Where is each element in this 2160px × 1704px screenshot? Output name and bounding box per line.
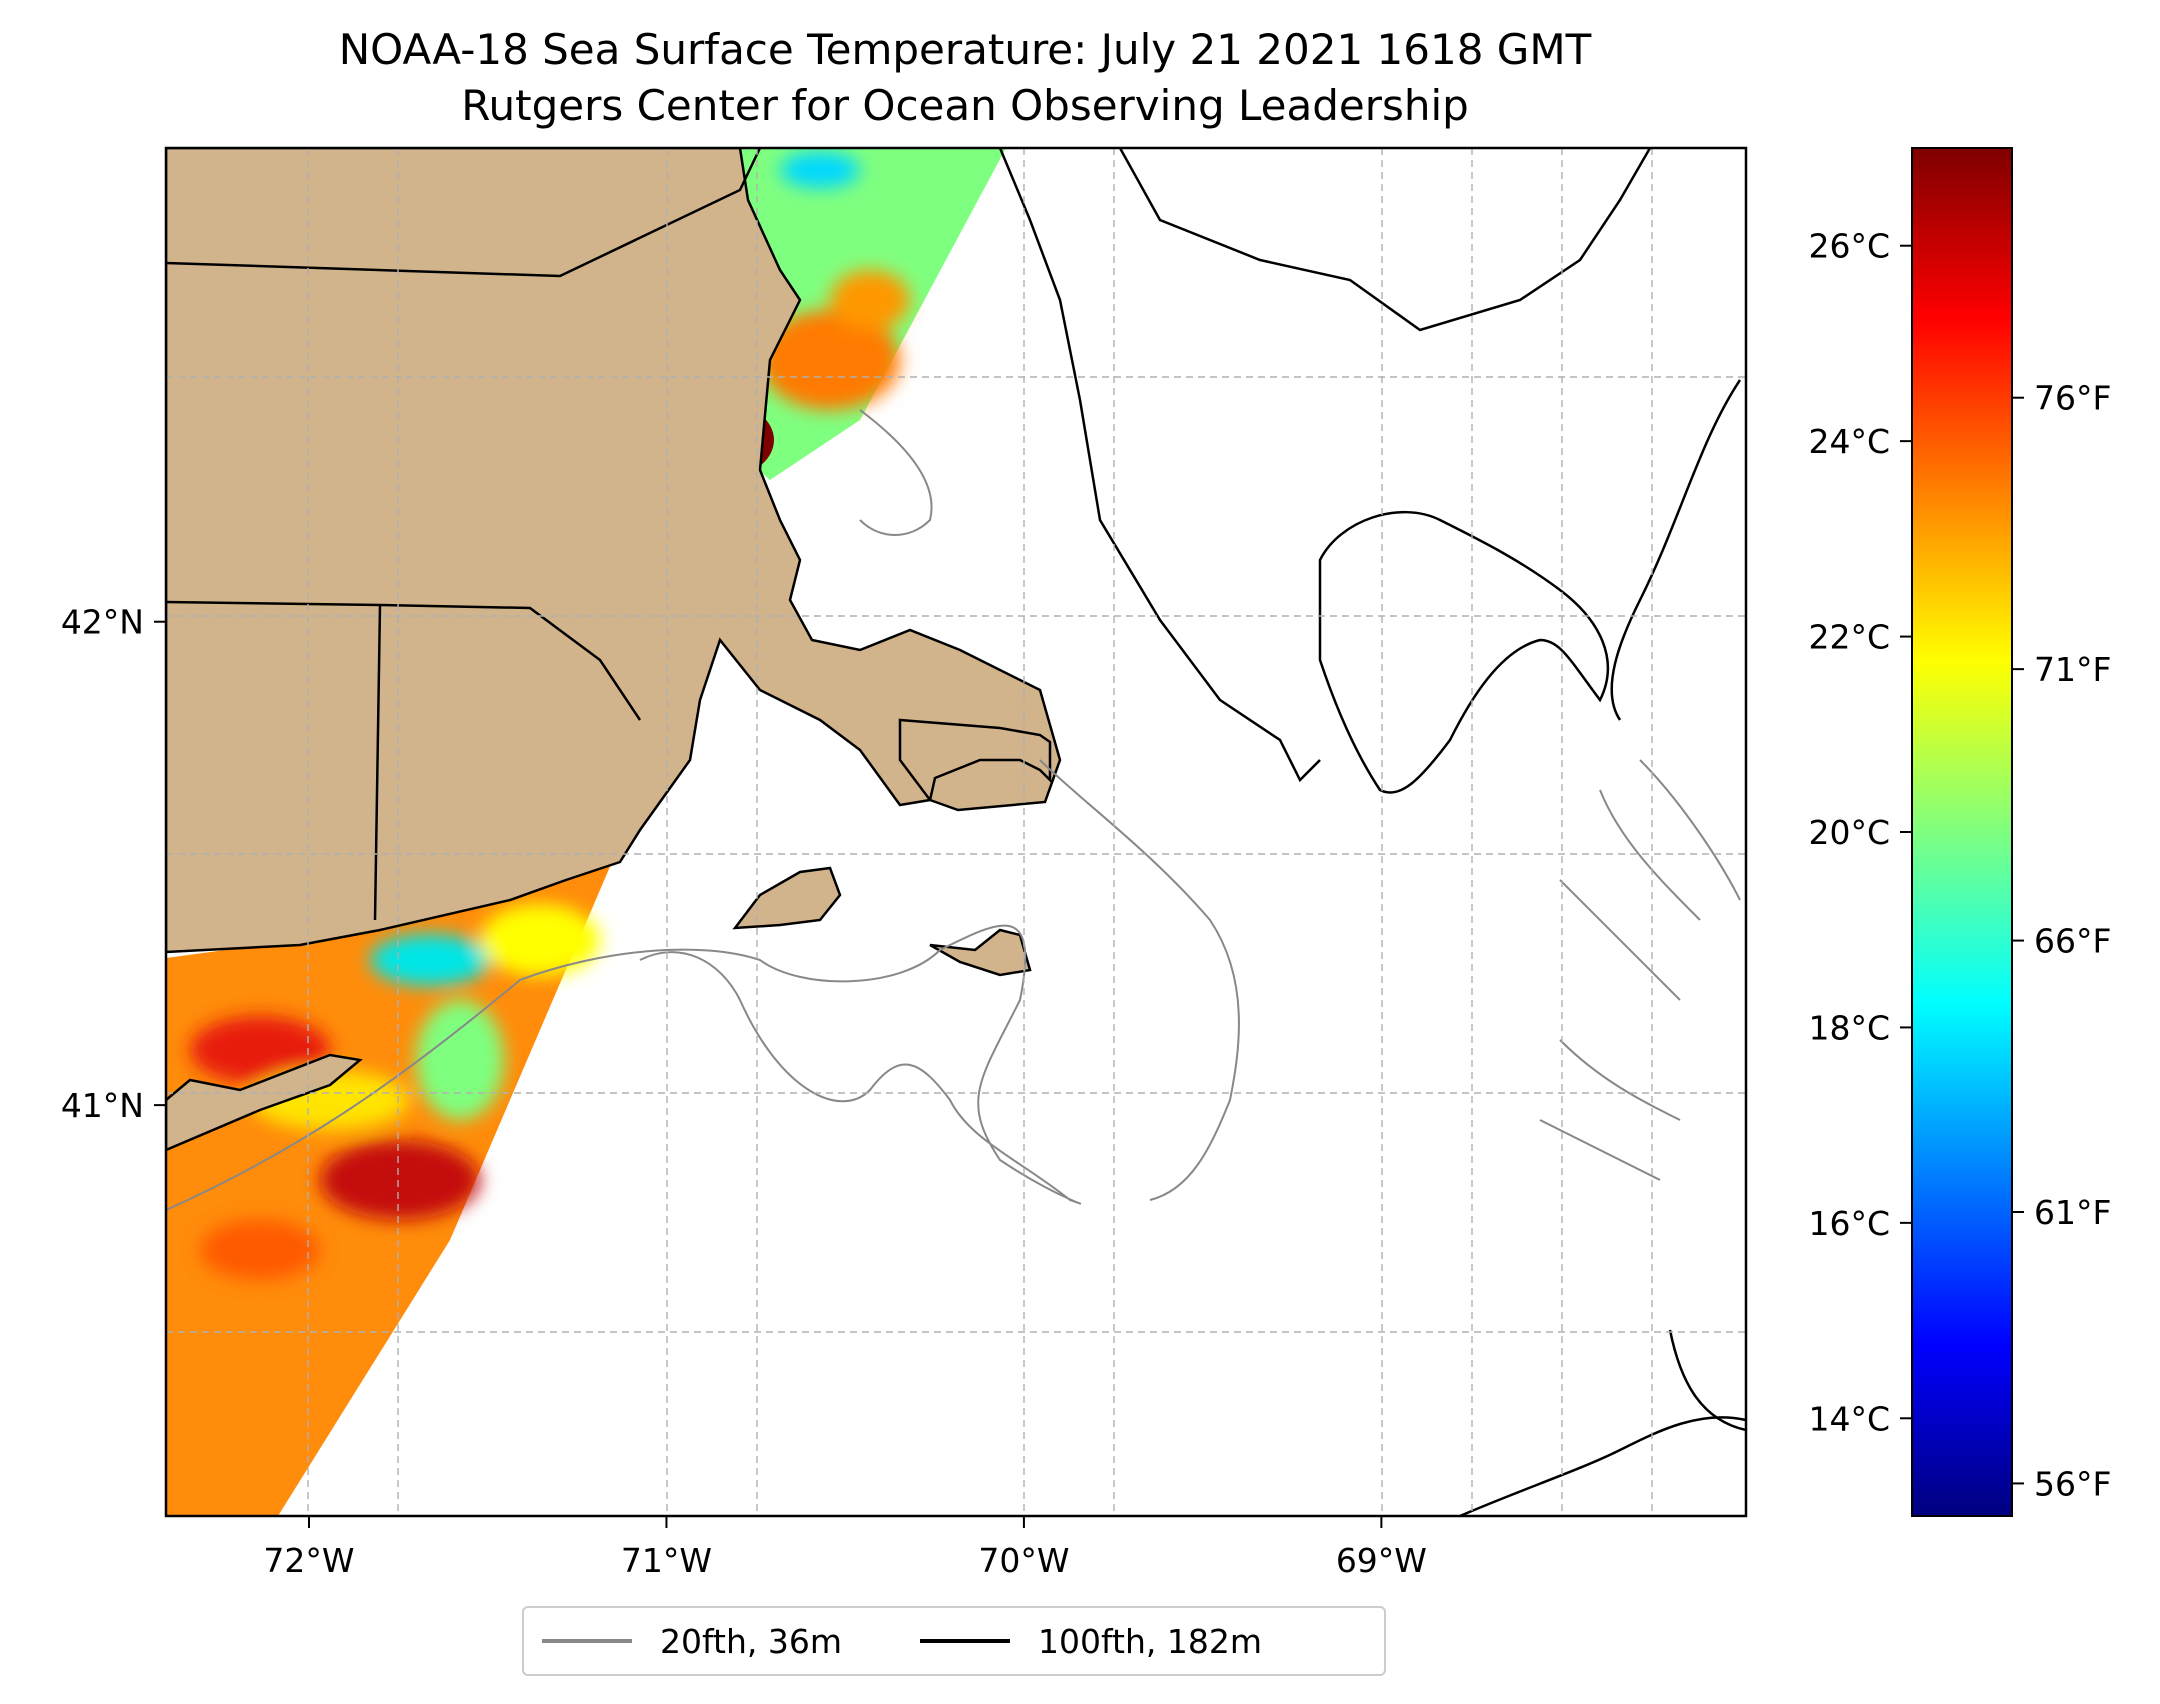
y-tick-label: 41°N [61,1086,144,1125]
fahrenheit-tick-label: 71°F [2034,650,2111,689]
x-tick-label: 69°W [1336,1541,1427,1580]
x-axis: 72°W 71°W 70°W 69°W [263,1516,1427,1580]
celsius-tick-label: 26°C [1808,227,1890,266]
celsius-tick-label: 18°C [1808,1008,1890,1047]
chart-title-line2: Rutgers Center for Ocean Observing Leade… [461,81,1469,130]
legend-label-20fth: 20fth, 36m [660,1621,842,1661]
legend-label-100fth: 100fth, 182m [1038,1621,1262,1661]
legend-item-20fth: 20fth, 36m [524,1622,842,1661]
y-axis: 41°N 42°N [61,603,166,1125]
celsius-tick-label: 22°C [1808,618,1890,657]
x-tick-label: 71°W [621,1541,712,1580]
celsius-tick-label: 16°C [1808,1204,1890,1243]
land-marthas-vineyard [732,866,842,930]
celsius-tick-label: 24°C [1808,422,1890,461]
legend-line-black [920,1639,1010,1643]
map-grid [166,148,1746,1516]
land-mainland [166,148,1062,954]
isobath-20fth [166,409,1741,1211]
legend-item-100fth: 100fth, 182m [902,1622,1262,1661]
x-tick-label: 70°W [978,1541,1069,1580]
y-tick-label: 42°N [61,603,144,642]
sst-swath-south [166,862,612,1516]
map-frame [164,146,1748,1518]
fahrenheit-tick-label: 66°F [2034,922,2111,961]
x-tick-label: 72°W [263,1541,354,1580]
isobath-100fth [166,148,1746,1516]
legend-line-gray [542,1639,632,1643]
colorbar [1911,147,2013,1517]
legend: 20fth, 36m 100fth, 182m [522,1606,1386,1676]
fahrenheit-tick-label: 56°F [2034,1464,2111,1503]
colorbar-celsius-axis: 14°C 16°C 18°C 20°C 22°C 24°C 26°C [1808,227,1912,1438]
celsius-tick-label: 20°C [1808,813,1890,852]
colorbar-fahrenheit-axis: 56°F 61°F 66°F 71°F 76°F [2012,379,2111,1503]
land-long-island [166,1053,363,1152]
fahrenheit-tick-label: 61°F [2034,1193,2111,1232]
chart-title-line1: NOAA-18 Sea Surface Temperature: July 21… [338,25,1592,74]
land-nantucket [929,928,1032,977]
celsius-tick-label: 14°C [1808,1399,1890,1438]
chart-title: NOAA-18 Sea Surface Temperature: July 21… [0,22,1930,134]
fahrenheit-tick-label: 76°F [2034,379,2111,418]
